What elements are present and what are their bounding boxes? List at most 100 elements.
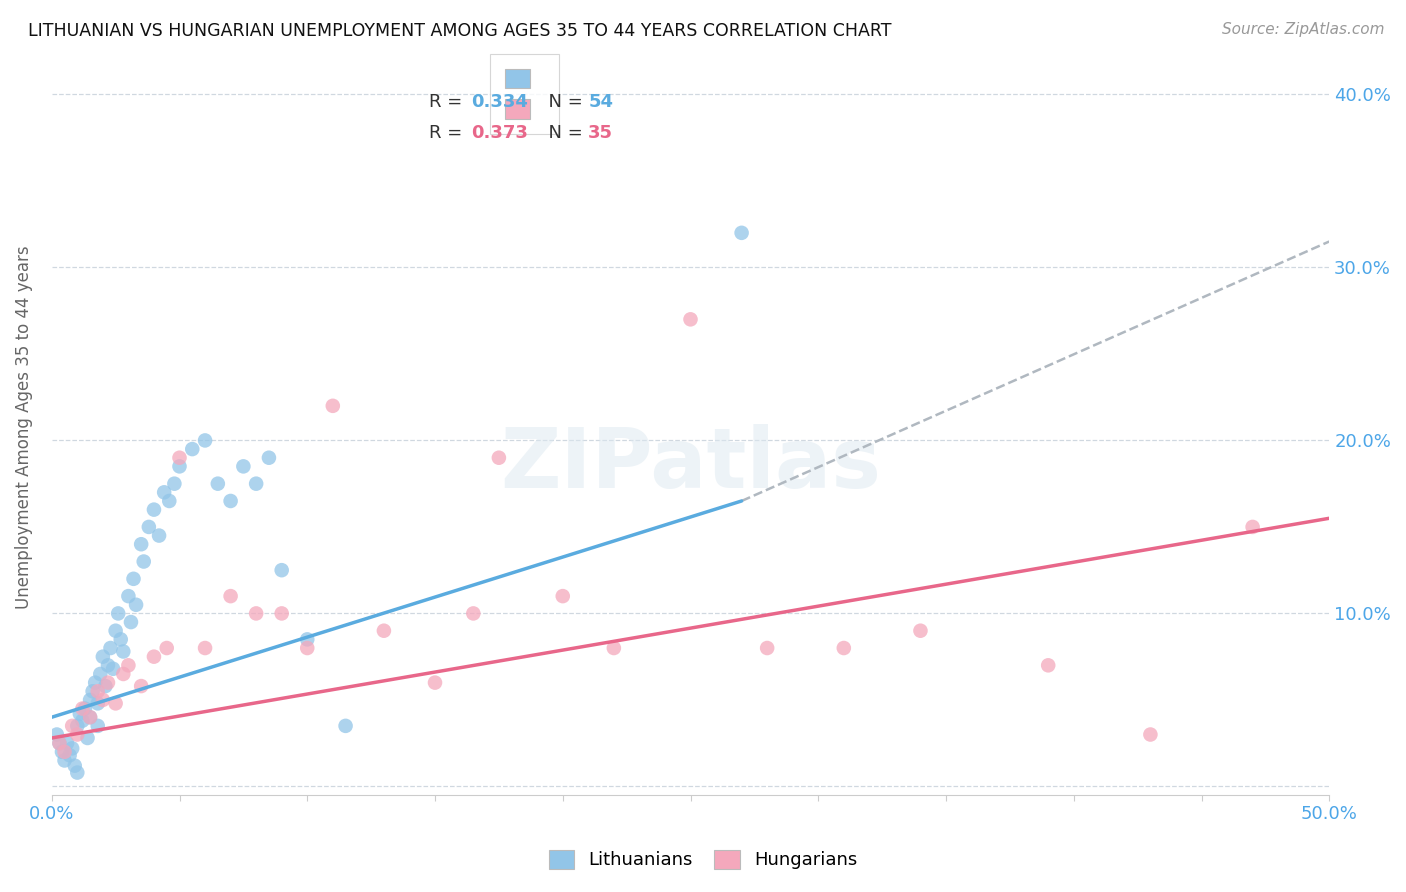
Point — [257, 450, 280, 465]
Point — [66, 765, 89, 780]
Point — [910, 624, 932, 638]
Point — [322, 399, 344, 413]
Point — [373, 624, 395, 638]
Point — [551, 589, 574, 603]
Point — [297, 640, 319, 655]
Point — [297, 632, 319, 647]
Point — [104, 697, 127, 711]
Point — [60, 719, 83, 733]
Point — [181, 442, 204, 456]
Text: 35: 35 — [588, 124, 613, 142]
Text: R =: R = — [429, 124, 468, 142]
Text: N =: N = — [537, 93, 589, 111]
Point — [194, 434, 217, 448]
Point — [163, 476, 186, 491]
Point — [1241, 520, 1264, 534]
Point — [79, 693, 101, 707]
Point — [97, 675, 120, 690]
Point — [125, 598, 148, 612]
Point — [110, 632, 132, 647]
Point — [169, 450, 191, 465]
Text: R =: R = — [429, 93, 468, 111]
Point — [153, 485, 176, 500]
Point — [59, 748, 82, 763]
Point — [169, 459, 191, 474]
Point — [79, 710, 101, 724]
Legend: Lithuanians, Hungarians: Lithuanians, Hungarians — [540, 840, 866, 879]
Point — [48, 736, 70, 750]
Point — [104, 624, 127, 638]
Point — [56, 736, 79, 750]
Point — [66, 719, 89, 733]
Point — [423, 675, 446, 690]
Point — [73, 701, 96, 715]
Point — [129, 537, 152, 551]
Text: 0.334: 0.334 — [471, 93, 527, 111]
Point — [1139, 727, 1161, 741]
Point — [157, 494, 180, 508]
Point — [89, 667, 111, 681]
Point — [270, 607, 292, 621]
Point — [76, 731, 98, 745]
Point — [129, 679, 152, 693]
Point — [488, 450, 510, 465]
Text: 54: 54 — [588, 93, 613, 111]
Point — [72, 714, 94, 728]
Point — [132, 555, 155, 569]
Point — [148, 528, 170, 542]
Text: ZIPatlas: ZIPatlas — [501, 424, 882, 505]
Point — [142, 502, 165, 516]
Point — [112, 667, 135, 681]
Point — [112, 644, 135, 658]
Point — [603, 640, 626, 655]
Point — [87, 697, 110, 711]
Point — [270, 563, 292, 577]
Point — [91, 693, 114, 707]
Text: Source: ZipAtlas.com: Source: ZipAtlas.com — [1222, 22, 1385, 37]
Point — [1038, 658, 1060, 673]
Point — [117, 658, 139, 673]
Point — [120, 615, 142, 629]
Point — [730, 226, 752, 240]
Point — [194, 640, 217, 655]
Point — [245, 476, 267, 491]
Point — [53, 745, 76, 759]
Point — [82, 684, 104, 698]
Point — [100, 640, 122, 655]
Text: N =: N = — [537, 124, 589, 142]
Point — [53, 754, 76, 768]
Point — [51, 745, 73, 759]
Point — [45, 727, 67, 741]
Point — [463, 607, 485, 621]
Point — [94, 679, 117, 693]
Point — [335, 719, 357, 733]
Y-axis label: Unemployment Among Ages 35 to 44 years: Unemployment Among Ages 35 to 44 years — [15, 245, 32, 609]
Legend: , : , — [491, 54, 558, 134]
Text: LITHUANIAN VS HUNGARIAN UNEMPLOYMENT AMONG AGES 35 TO 44 YEARS CORRELATION CHART: LITHUANIAN VS HUNGARIAN UNEMPLOYMENT AMO… — [28, 22, 891, 40]
Point — [69, 706, 91, 721]
Point — [107, 607, 129, 621]
Point — [117, 589, 139, 603]
Point — [142, 649, 165, 664]
Point — [122, 572, 145, 586]
Point — [679, 312, 702, 326]
Point — [84, 675, 107, 690]
Point — [87, 719, 110, 733]
Point — [79, 710, 101, 724]
Point — [232, 459, 254, 474]
Point — [156, 640, 179, 655]
Point — [91, 649, 114, 664]
Point — [219, 494, 242, 508]
Point — [72, 701, 94, 715]
Point — [87, 684, 110, 698]
Point — [245, 607, 267, 621]
Point — [48, 736, 70, 750]
Point — [138, 520, 160, 534]
Point — [66, 727, 89, 741]
Point — [97, 658, 120, 673]
Point — [101, 662, 124, 676]
Point — [60, 741, 83, 756]
Point — [219, 589, 242, 603]
Text: 0.373: 0.373 — [471, 124, 527, 142]
Point — [63, 758, 86, 772]
